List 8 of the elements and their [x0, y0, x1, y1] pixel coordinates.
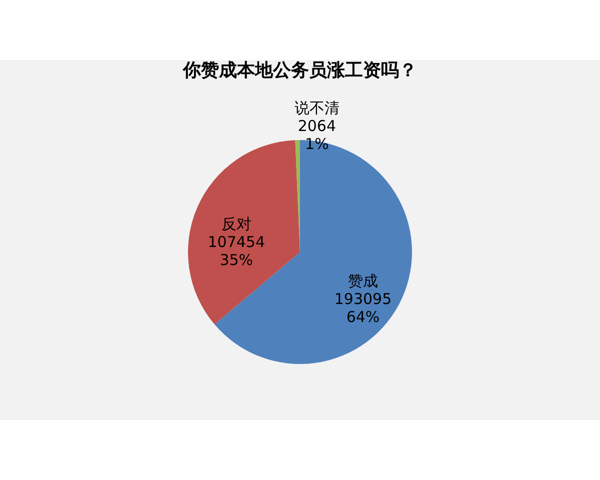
slice-label: 说不清	[294, 99, 340, 118]
slice-label: 赞成	[348, 272, 378, 290]
chart-title: 你赞成本地公务员涨工资吗？	[182, 60, 417, 81]
slice-label: 反对	[221, 215, 252, 234]
pie-slice	[188, 140, 300, 324]
data-label: 107454 35%	[208, 233, 266, 270]
data-label: 2064 1%	[298, 117, 336, 154]
data-label: 193095 64%	[334, 290, 392, 326]
